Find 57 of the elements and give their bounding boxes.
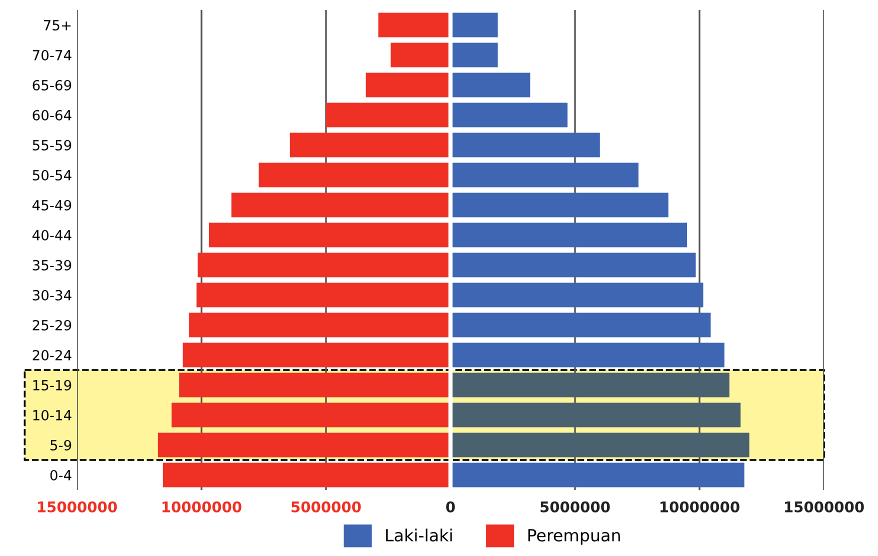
y-tick-label: 75+ — [44, 20, 71, 30]
y-tick-label: 40-44 — [32, 230, 72, 240]
y-tick-label: 55-59 — [32, 140, 72, 150]
y-tick-label: 30-34 — [32, 290, 72, 300]
bar — [231, 192, 450, 218]
bar — [450, 12, 498, 38]
x-tick-label: 15000000 — [785, 501, 864, 512]
y-tick-label: 60-64 — [32, 110, 72, 120]
bar — [290, 132, 450, 158]
bar — [198, 252, 450, 278]
bar — [366, 72, 450, 98]
y-tick-label: 65-69 — [32, 80, 72, 90]
bar — [450, 402, 741, 428]
bar — [208, 222, 450, 248]
bar — [450, 342, 724, 368]
bar — [450, 372, 730, 398]
bar — [450, 282, 704, 308]
bar — [450, 312, 711, 338]
y-tick-label: 25-29 — [32, 320, 72, 330]
y-tick-label: 35-39 — [32, 260, 72, 270]
bar — [450, 162, 638, 188]
bar — [450, 432, 750, 458]
bar — [179, 372, 450, 398]
bar — [450, 192, 668, 218]
y-tick-label: 10-14 — [33, 410, 72, 420]
y-tick-label: 70-74 — [32, 50, 72, 60]
bar — [158, 432, 450, 458]
legend-label: Laki-laki — [386, 528, 452, 542]
y-tick-label: 0-4 — [50, 470, 72, 480]
legend-label: Perempuan — [528, 529, 620, 545]
y-tick-label: 20-24 — [32, 350, 72, 360]
x-tick-label: 15000000 — [38, 501, 117, 512]
x-tick-label: 10000000 — [162, 501, 242, 512]
bar — [390, 42, 450, 68]
x-tick-label: 5000000 — [292, 501, 361, 512]
bar — [450, 132, 600, 158]
bar — [450, 102, 568, 128]
bar — [450, 42, 498, 68]
bar — [450, 462, 744, 488]
bar — [450, 252, 696, 278]
bar — [450, 72, 530, 98]
bar — [450, 222, 688, 248]
y-tick-label: 50-54 — [32, 170, 72, 180]
bar — [172, 402, 450, 428]
y-tick-label: 45-49 — [32, 200, 72, 210]
bar — [258, 162, 450, 188]
x-tick-label: 5000000 — [540, 501, 610, 512]
y-tick-label: 15-19 — [33, 380, 72, 390]
bar — [378, 12, 450, 38]
bar — [189, 312, 450, 338]
x-tick-label: 10000000 — [660, 501, 740, 512]
bar — [182, 342, 450, 368]
bar — [196, 282, 450, 308]
bar — [326, 102, 450, 128]
bar — [162, 462, 450, 488]
x-tick-label: 0 — [446, 501, 455, 512]
y-tick-label: 5-9 — [50, 440, 72, 450]
